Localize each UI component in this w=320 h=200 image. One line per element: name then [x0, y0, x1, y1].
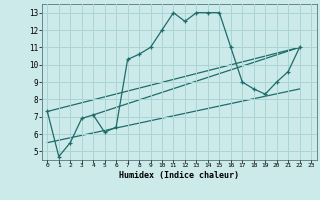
X-axis label: Humidex (Indice chaleur): Humidex (Indice chaleur): [119, 171, 239, 180]
